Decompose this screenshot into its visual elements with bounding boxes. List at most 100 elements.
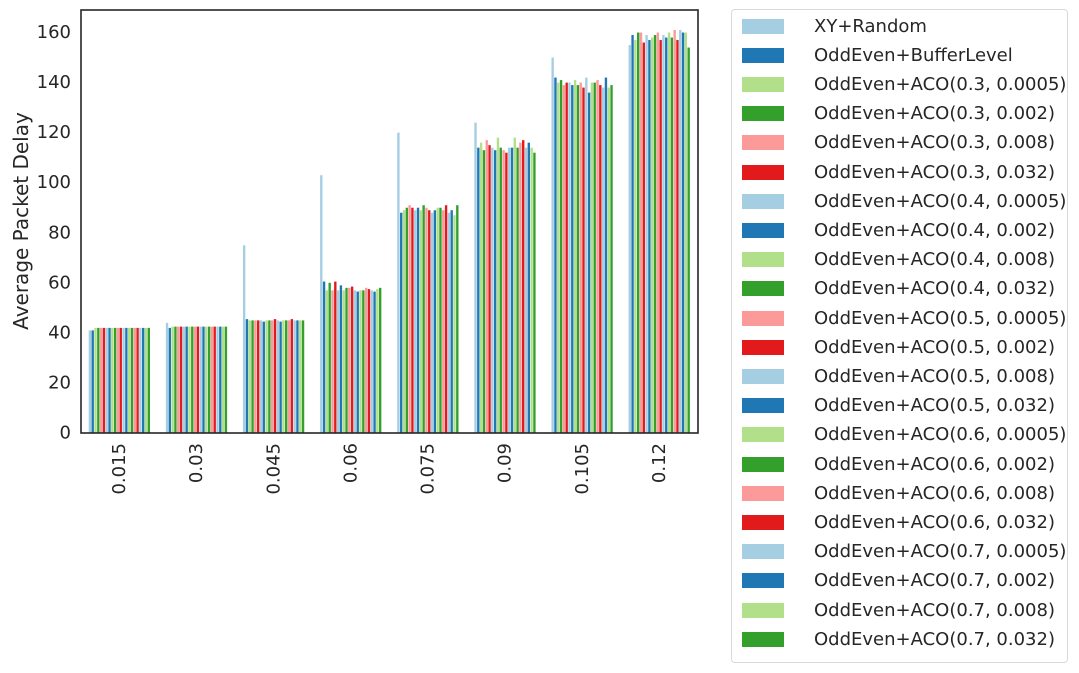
bar-series-16-cat-2 xyxy=(287,320,291,433)
bar-series-13-cat-4 xyxy=(433,210,437,433)
bar-series-10-cat-6 xyxy=(579,82,582,433)
bar-series-18-cat-3 xyxy=(370,290,373,433)
bar-series-8-cat-6 xyxy=(573,80,577,433)
legend-swatch xyxy=(742,222,784,238)
legend-label: OddEven+ACO(0.4, 0.008) xyxy=(814,249,1055,271)
bar-series-2-cat-3 xyxy=(325,290,329,433)
legend-swatch xyxy=(742,281,784,297)
bar-series-4-cat-5 xyxy=(485,140,488,433)
bar-series-10-cat-2 xyxy=(271,320,274,433)
x-tick-label: 0.045 xyxy=(263,443,284,495)
bar-series-12-cat-1 xyxy=(199,326,202,433)
legend-swatch xyxy=(742,398,784,414)
bar-series-4-cat-2 xyxy=(254,320,257,433)
bar-series-16-cat-3 xyxy=(364,287,368,433)
bar-series-3-cat-5 xyxy=(482,150,486,434)
x-tick-label: 0.03 xyxy=(186,443,207,483)
bar-series-8-cat-2 xyxy=(265,320,268,433)
bar-series-13-cat-0 xyxy=(125,327,128,433)
bar-series-16-cat-1 xyxy=(210,326,214,433)
legend-swatch xyxy=(742,573,784,589)
legend-swatch xyxy=(742,485,784,501)
legend-item: OddEven+ACO(0.7, 0.0005) xyxy=(742,540,1066,564)
y-tick-label: 20 xyxy=(48,372,71,393)
bar-series-19-cat-7 xyxy=(681,32,685,433)
bar-series-2-cat-6 xyxy=(557,82,560,433)
bar-series-10-cat-7 xyxy=(656,32,660,433)
bar-series-8-cat-0 xyxy=(111,327,114,433)
legend-label: XY+Random xyxy=(814,15,927,37)
bar-series-1-cat-4 xyxy=(400,212,403,433)
legend-item: XY+Random xyxy=(742,14,927,38)
bar-series-11-cat-4 xyxy=(428,210,431,433)
bar-series-5-cat-0 xyxy=(102,327,106,433)
bar-series-3-cat-7 xyxy=(637,32,640,433)
bar-series-6-cat-0 xyxy=(105,327,108,433)
legend-item: OddEven+ACO(0.4, 0.002) xyxy=(742,218,1055,242)
bar-series-15-cat-1 xyxy=(207,326,211,433)
bar-series-9-cat-6 xyxy=(576,85,580,433)
bar-series-3-cat-0 xyxy=(97,327,100,433)
bar-series-20-cat-3 xyxy=(376,289,379,433)
bar-series-20-cat-5 xyxy=(530,147,533,433)
bar-series-15-cat-7 xyxy=(670,37,674,433)
legend-label: OddEven+ACO(0.3, 0.032) xyxy=(814,161,1055,183)
legend-item: OddEven+ACO(0.5, 0.032) xyxy=(742,394,1055,418)
bar-series-9-cat-4 xyxy=(422,205,425,433)
legend-swatch xyxy=(742,339,784,355)
bar-series-2-cat-7 xyxy=(634,40,637,433)
bar-series-1-cat-7 xyxy=(631,35,634,433)
legend-label: OddEven+BufferLevel xyxy=(814,44,1013,66)
legend-label: OddEven+ACO(0.7, 0.032) xyxy=(814,628,1055,650)
bar-series-1-cat-2 xyxy=(245,319,249,433)
bar-series-10-cat-1 xyxy=(193,326,197,433)
bar-series-15-cat-6 xyxy=(593,82,596,433)
bar-series-21-cat-1 xyxy=(224,326,228,433)
bar-series-4-cat-6 xyxy=(562,85,566,433)
bar-series-7-cat-3 xyxy=(339,285,343,433)
legend-swatch xyxy=(742,514,784,530)
bar-series-21-cat-2 xyxy=(301,320,305,433)
bar-series-18-cat-1 xyxy=(216,326,219,433)
x-tick-label: 0.06 xyxy=(340,443,361,483)
bar-series-6-cat-1 xyxy=(182,326,186,433)
legend-label: OddEven+ACO(0.5, 0.0005) xyxy=(814,307,1067,329)
x-tick-label: 0.09 xyxy=(495,443,516,483)
legend-label: OddEven+ACO(0.4, 0.002) xyxy=(814,219,1055,241)
legend-swatch xyxy=(742,106,784,122)
bar-series-18-cat-6 xyxy=(601,87,605,433)
x-tick-label: 0.075 xyxy=(418,443,439,495)
bar-series-5-cat-3 xyxy=(334,281,337,433)
y-tick-label: 160 xyxy=(37,22,71,43)
legend-item: OddEven+ACO(0.5, 0.002) xyxy=(742,335,1055,359)
legend-swatch xyxy=(742,164,784,180)
legend-item: OddEven+ACO(0.3, 0.032) xyxy=(742,160,1055,184)
legend-swatch xyxy=(742,427,784,443)
bar-series-14-cat-1 xyxy=(205,326,208,433)
legend-item: OddEven+ACO(0.3, 0.008) xyxy=(742,131,1055,155)
bar-series-4-cat-7 xyxy=(639,32,643,433)
bar-series-5-cat-4 xyxy=(411,207,414,433)
bar-series-21-cat-5 xyxy=(533,152,536,434)
y-tick-label: 100 xyxy=(37,172,71,193)
bar-series-21-cat-3 xyxy=(378,287,382,433)
legend-label: OddEven+ACO(0.7, 0.008) xyxy=(814,599,1055,621)
legend-swatch xyxy=(742,602,784,618)
bar-series-9-cat-5 xyxy=(499,147,502,433)
bar-series-11-cat-6 xyxy=(582,87,585,433)
y-tick-label: 40 xyxy=(48,322,71,343)
bar-series-14-cat-6 xyxy=(590,82,594,433)
bar-series-17-cat-3 xyxy=(367,289,371,433)
legend-item: OddEven+ACO(0.4, 0.0005) xyxy=(742,189,1066,213)
y-tick-label: 60 xyxy=(48,272,71,293)
bar-series-13-cat-5 xyxy=(510,147,514,433)
legend-label: OddEven+ACO(0.7, 0.002) xyxy=(814,570,1055,592)
bar-series-10-cat-4 xyxy=(425,207,428,433)
bar-series-6-cat-6 xyxy=(568,82,571,433)
legend-label: OddEven+ACO(0.5, 0.008) xyxy=(814,365,1055,387)
legend-item: OddEven+ACO(0.3, 0.002) xyxy=(742,102,1055,126)
bar-series-4-cat-3 xyxy=(331,290,334,433)
legend-item: OddEven+ACO(0.4, 0.032) xyxy=(742,277,1055,301)
legend-item: OddEven+ACO(0.6, 0.002) xyxy=(742,452,1055,476)
bar-series-16-cat-4 xyxy=(442,210,445,433)
